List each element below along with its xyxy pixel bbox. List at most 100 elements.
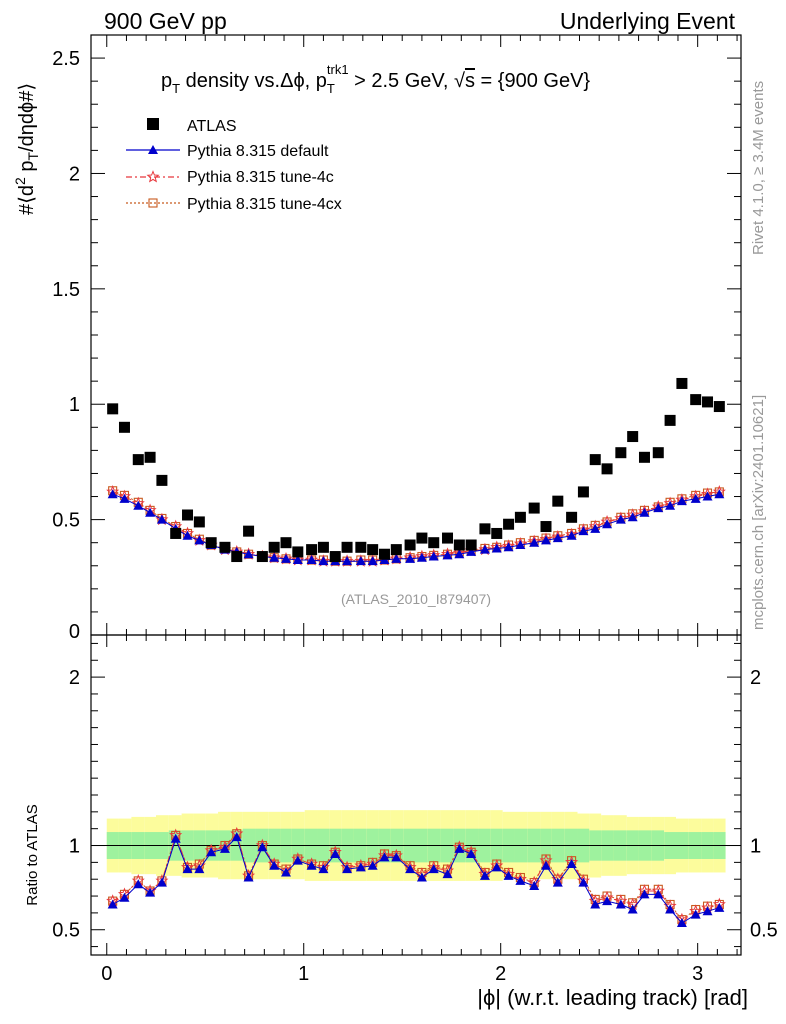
point-default bbox=[479, 544, 490, 554]
ratio-point-default bbox=[442, 869, 453, 879]
ratio-point-default bbox=[330, 848, 341, 858]
ratio-tick-label: 1 bbox=[69, 836, 80, 858]
point-atlas bbox=[378, 548, 390, 560]
ratio-point-default bbox=[676, 918, 687, 927]
point-atlas bbox=[107, 403, 119, 415]
point-atlas bbox=[292, 546, 304, 558]
legend-label-default: Pythia 8.315 default bbox=[187, 143, 329, 160]
point-atlas bbox=[193, 516, 205, 528]
point-default bbox=[292, 555, 303, 564]
point-default bbox=[602, 519, 613, 529]
point-atlas bbox=[652, 447, 664, 459]
ratio-point-default bbox=[219, 843, 230, 853]
point-atlas bbox=[528, 502, 540, 514]
legend-label-tune4c: Pythia 8.315 tune-4c bbox=[187, 169, 334, 186]
point-default bbox=[590, 523, 601, 533]
point-default bbox=[665, 500, 676, 510]
header-right: Underlying Event bbox=[560, 8, 736, 34]
ratio-tick-label: 0.5 bbox=[52, 920, 80, 942]
point-atlas bbox=[144, 451, 156, 463]
ratio-point-default bbox=[590, 899, 601, 909]
point-atlas bbox=[514, 511, 526, 523]
ratio-point-default bbox=[602, 896, 613, 906]
point-atlas bbox=[491, 527, 503, 539]
point-default bbox=[515, 540, 526, 549]
y-tick-label-zero: 0 bbox=[69, 621, 80, 643]
rivet-label: Rivet 4.1.0, ≥ 3.4M events bbox=[750, 81, 767, 255]
ratio-point-default bbox=[627, 904, 638, 914]
ratio-tick-label-right: 1 bbox=[750, 836, 761, 858]
point-default bbox=[454, 549, 465, 559]
point-atlas bbox=[367, 544, 379, 556]
point-default bbox=[627, 512, 638, 522]
point-atlas bbox=[182, 509, 194, 521]
point-default bbox=[281, 553, 291, 563]
point-default bbox=[243, 549, 254, 559]
ratio-point-default bbox=[552, 877, 563, 887]
point-default bbox=[342, 556, 353, 566]
point-default bbox=[119, 493, 130, 503]
point-atlas bbox=[118, 421, 130, 433]
point-default bbox=[442, 550, 453, 560]
point-default bbox=[529, 537, 540, 547]
point-default bbox=[615, 514, 626, 524]
point-default bbox=[133, 500, 144, 510]
ratio-point-default bbox=[578, 877, 589, 887]
point-atlas bbox=[479, 523, 491, 535]
ratio-point-default bbox=[243, 872, 254, 882]
series-line-default bbox=[112, 493, 720, 562]
point-default bbox=[156, 514, 167, 524]
point-default bbox=[639, 507, 650, 517]
header-left: 900 GeV pp bbox=[104, 8, 227, 34]
point-atlas bbox=[676, 377, 688, 389]
ratio-point-default bbox=[194, 864, 205, 874]
x-tick-label: 0 bbox=[101, 963, 112, 985]
point-atlas bbox=[243, 525, 255, 537]
point-atlas bbox=[552, 495, 564, 507]
ratio-point-default bbox=[318, 864, 329, 874]
chart-title: pT density vs.Δϕ, pTtrk1 > 2.5 GeV, √s =… bbox=[161, 62, 590, 96]
ratio-tick-label-right: 0.5 bbox=[750, 920, 778, 942]
point-default bbox=[318, 556, 329, 566]
point-default bbox=[491, 543, 502, 553]
y-tick-label: 2 bbox=[69, 163, 80, 185]
point-atlas bbox=[268, 541, 280, 553]
legend-label-atlas: ATLAS bbox=[187, 118, 237, 135]
legend-marker-default bbox=[148, 145, 158, 154]
ratio-point-default bbox=[665, 904, 676, 914]
ratio-point-default bbox=[566, 859, 577, 869]
point-atlas bbox=[589, 454, 601, 466]
ratio-point-default bbox=[156, 877, 167, 887]
point-default bbox=[552, 533, 563, 543]
ratio-point-default bbox=[466, 848, 477, 858]
ratio-point-default bbox=[714, 902, 725, 912]
point-atlas bbox=[664, 414, 676, 426]
point-default bbox=[416, 552, 427, 562]
point-atlas bbox=[503, 518, 515, 530]
ratio-point-default bbox=[405, 864, 416, 874]
point-atlas bbox=[442, 532, 454, 544]
point-default bbox=[714, 489, 725, 499]
ratio-point-default bbox=[639, 889, 650, 899]
point-atlas bbox=[615, 447, 627, 459]
point-atlas bbox=[156, 474, 168, 486]
point-default bbox=[690, 493, 701, 503]
ratio-point-default bbox=[281, 867, 291, 877]
ratio-tick-label-right: 1 bbox=[750, 836, 761, 858]
ratio-point-default bbox=[182, 864, 193, 874]
point-atlas bbox=[577, 486, 589, 498]
point-default bbox=[194, 535, 205, 545]
point-atlas bbox=[329, 551, 341, 563]
y-axis-label: #⟨d2 pT/dηdϕ#⟩ bbox=[12, 83, 41, 215]
point-default bbox=[578, 526, 589, 536]
ratio-y-axis-label: Ratio to ATLAS bbox=[24, 804, 41, 905]
point-default bbox=[306, 555, 317, 564]
ratio-point-default bbox=[416, 872, 427, 882]
ratio-point-default bbox=[119, 892, 130, 902]
analysis-watermark: (ATLAS_2010_I879407) bbox=[341, 591, 491, 607]
ratio-point-default bbox=[653, 889, 664, 899]
ratio-point-default bbox=[529, 880, 540, 890]
ratio-tick-label-right: 2 bbox=[750, 667, 761, 689]
legend-marker-atlas bbox=[147, 118, 159, 130]
x-tick-label: 3 bbox=[692, 963, 703, 985]
